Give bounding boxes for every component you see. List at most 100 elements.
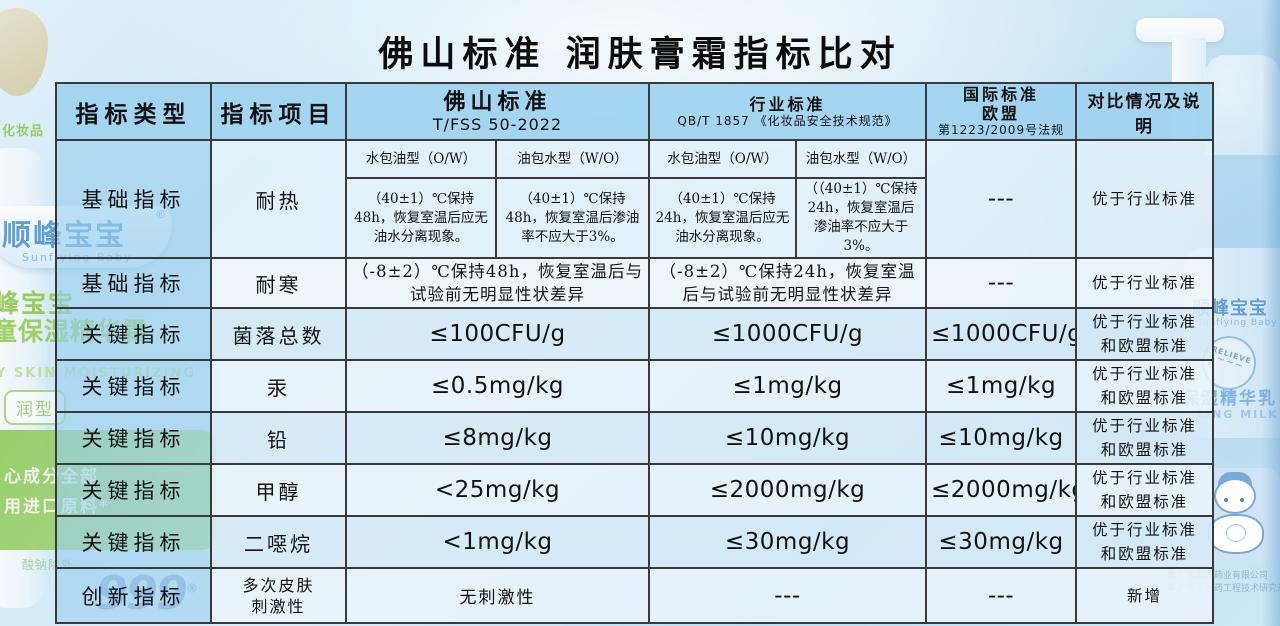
page-title: 佛山标准 润肤膏霜指标比对 <box>378 34 902 75</box>
table-row-methanol: 关键指标 甲醇 <25mg/kg ≤2000mg/kg ≤2000mg/kg 优… <box>55 463 1215 517</box>
comparison-line2: 和欧盟标准 <box>1100 493 1189 511</box>
cell-comparison: 优于行业标准 和欧盟标准 <box>1075 307 1215 361</box>
subheader-row: 基础指标 耐热 水包油型（O/W） 油包水型（W/O） 水包油型（O/W） 油包… <box>55 139 1215 259</box>
comparison-line1: 优于行业标准 <box>1092 365 1198 383</box>
cell-international: ≤1mg/kg <box>925 359 1078 413</box>
baby-head-icon <box>1214 478 1256 514</box>
cell-industry: ≤10mg/kg <box>647 411 928 465</box>
cell-foshan: 无刺激性 <box>345 567 650 624</box>
cell-item: 汞 <box>210 359 347 413</box>
header-international-standard: 国际标准 欧盟 第1223/2009号法规 <box>925 82 1078 141</box>
item-label: 多次皮肤刺激性 <box>242 575 315 616</box>
comparison-line2: 和欧盟标准 <box>1100 441 1189 459</box>
subheader-wo: 油包水型（W/O） <box>495 139 650 179</box>
cell-item: 耐寒 <box>210 257 347 309</box>
cell-comparison: 新增 <box>1075 567 1215 624</box>
cell-industry: （-8±2）℃保持24h，恢复室温后与试验前无明显性状差异 <box>647 257 928 309</box>
table-row-heat: （40±1）℃保持48h，恢复室温后应无油水分离现象。 （40±1）℃保持48h… <box>56 177 1213 259</box>
bottle-brand-name-en: Sunflying Baby <box>1196 318 1278 328</box>
comparison-line2: 和欧盟标准 <box>1100 389 1189 407</box>
comparison-table: 指标类型 指标项目 佛山标准 T/FSS 50-2022 行业标准 QB/T 1… <box>55 82 1215 624</box>
baby-eye-icon <box>1224 498 1228 502</box>
header-indicator-item: 指标项目 <box>210 82 347 141</box>
cell-comparison: 优于行业标准 和欧盟标准 <box>1075 411 1215 465</box>
table-row-dioxane: 关键指标 二噁烷 <1mg/kg ≤30mg/kg ≤30mg/kg 优于行业标… <box>55 515 1215 569</box>
header-comparison: 对比情况及说明 <box>1075 82 1215 141</box>
cell-foshan: ≤0.5mg/kg <box>345 359 650 413</box>
international-standard-code: 第1223/2009号法规 <box>937 123 1065 137</box>
subheader-wo: 油包水型（W/O） <box>794 139 928 179</box>
cell-comparison: 优于行业标准 和欧盟标准 <box>1075 515 1215 569</box>
photo-edge-shade <box>1262 0 1280 626</box>
table-row-lead: 关键指标 铅 ≤8mg/kg ≤10mg/kg ≤10mg/kg 优于行业标准 … <box>55 411 1215 465</box>
cell-type: 关键指标 <box>55 359 212 413</box>
foshan-standard-code: T/FSS 50-2022 <box>432 115 563 134</box>
table-row-irritation: 创新指标 多次皮肤刺激性 无刺激性 --- --- 新增 <box>55 567 1215 624</box>
international-standard-region: 欧盟 <box>982 104 1021 123</box>
cell-international: ≤30mg/kg <box>925 515 1078 569</box>
foshan-standard-title: 佛山标准 <box>443 89 552 115</box>
header-indicator-type: 指标类型 <box>55 82 212 141</box>
cell-industry: ≤1mg/kg <box>647 359 928 413</box>
cell-type: 关键指标 <box>55 411 212 465</box>
cell-international: ≤2000mg/kg <box>925 463 1078 517</box>
comparison-line1: 优于行业标准 <box>1092 313 1198 331</box>
cell-international: --- <box>925 139 1078 259</box>
bottle-product-line-en: ZING MILK <box>1196 408 1279 421</box>
cell-item: 菌落总数 <box>210 307 347 361</box>
cell-type: 关键指标 <box>55 463 212 517</box>
baby-eye-icon <box>1240 498 1244 502</box>
company-name: 广东顺峰药业有限公司 <box>1178 571 1269 581</box>
cell-type: 基础指标 <box>55 139 212 259</box>
table-row-cold: 基础指标 耐寒 （-8±2）℃保持48h，恢复室温后与试验前无明显性状差异 （-… <box>55 257 1215 309</box>
cell-comparison: 优于行业标准 和欧盟标准 <box>1075 359 1215 413</box>
cell-comparison: 优于行业标准 <box>1075 257 1215 309</box>
cell-industry: ≤1000CFU/g <box>647 307 928 361</box>
cell-international: ≤1000CFU/g <box>925 307 1078 361</box>
comparison-line2: 和欧盟标准 <box>1100 545 1189 563</box>
cell-industry-ow: （40±1）℃保持24h，恢复室温后应无油水分离现象。 <box>648 177 797 259</box>
cell-comparison: 优于行业标准 <box>1075 139 1215 259</box>
comparison-line1: 优于行业标准 <box>1092 521 1198 539</box>
cell-international: --- <box>925 257 1078 309</box>
cell-type: 关键指标 <box>55 515 212 569</box>
table-row-mercury: 关键指标 汞 ≤0.5mg/kg ≤1mg/kg ≤1mg/kg 优于行业标准 … <box>55 359 1215 413</box>
shield-caption: 化妆品 <box>2 124 45 139</box>
cell-type: 基础指标 <box>55 257 212 309</box>
table-header-row: 指标类型 指标项目 佛山标准 T/FSS 50-2022 行业标准 QB/T 1… <box>55 82 1215 141</box>
company-name: 广东省医药工程技术研究开发中心 <box>1178 584 1280 594</box>
industry-standard-code: QB/T 1857 《化妆品安全技术规范》 <box>677 113 898 128</box>
table-row-colony: 关键指标 菌落总数 ≤100CFU/g ≤1000CFU/g ≤1000CFU/… <box>55 307 1215 361</box>
cell-foshan: （-8±2）℃保持48h，恢复室温后与试验前无明显性状差异 <box>345 257 650 309</box>
subheader-ow: 水包油型（O/W） <box>345 139 497 179</box>
cell-foshan-wo: （40±1）℃保持48h，恢复室温后渗油率不应大于3%。 <box>495 177 650 259</box>
cell-foshan-ow: （40±1）℃保持48h，恢复室温后应无油水分离现象。 <box>345 177 497 259</box>
baby-tummy-icon <box>1226 524 1246 542</box>
comparison-line1: 优于行业标准 <box>1092 469 1198 487</box>
comparison-line1: 优于行业标准 <box>1092 417 1198 435</box>
cell-foshan: <25mg/kg <box>345 463 650 517</box>
international-standard-title: 国际标准 <box>963 85 1040 104</box>
header-industry-standard: 行业标准 QB/T 1857 《化妆品安全技术规范》 <box>647 82 928 141</box>
cell-foshan: <1mg/kg <box>345 515 650 569</box>
cell-type: 关键指标 <box>55 307 212 361</box>
cell-international: ≤10mg/kg <box>925 411 1078 465</box>
cell-foshan: ≤100CFU/g <box>345 307 650 361</box>
cell-type: 创新指标 <box>55 567 212 624</box>
cell-industry: ≤30mg/kg <box>647 515 928 569</box>
header-foshan-standard: 佛山标准 T/FSS 50-2022 <box>345 82 650 141</box>
cell-comparison: 优于行业标准 和欧盟标准 <box>1075 463 1215 517</box>
cell-international: --- <box>925 567 1078 624</box>
cell-foshan: ≤8mg/kg <box>345 411 650 465</box>
cell-industry-wo: （（40±1）℃保持24h，恢复室温后渗油率不应大于3%。 <box>794 177 928 259</box>
comparison-line2: 和欧盟标准 <box>1100 337 1189 355</box>
cell-item: 耐热 <box>210 139 347 259</box>
cell-item: 多次皮肤刺激性 <box>210 567 347 624</box>
cell-item: 甲醇 <box>210 463 347 517</box>
cell-industry: ≤2000mg/kg <box>647 463 928 517</box>
subheader-ow: 水包油型（O/W） <box>648 139 797 179</box>
industry-standard-title: 行业标准 <box>749 94 826 114</box>
cell-item: 二噁烷 <box>210 515 347 569</box>
cell-item: 铅 <box>210 411 347 465</box>
